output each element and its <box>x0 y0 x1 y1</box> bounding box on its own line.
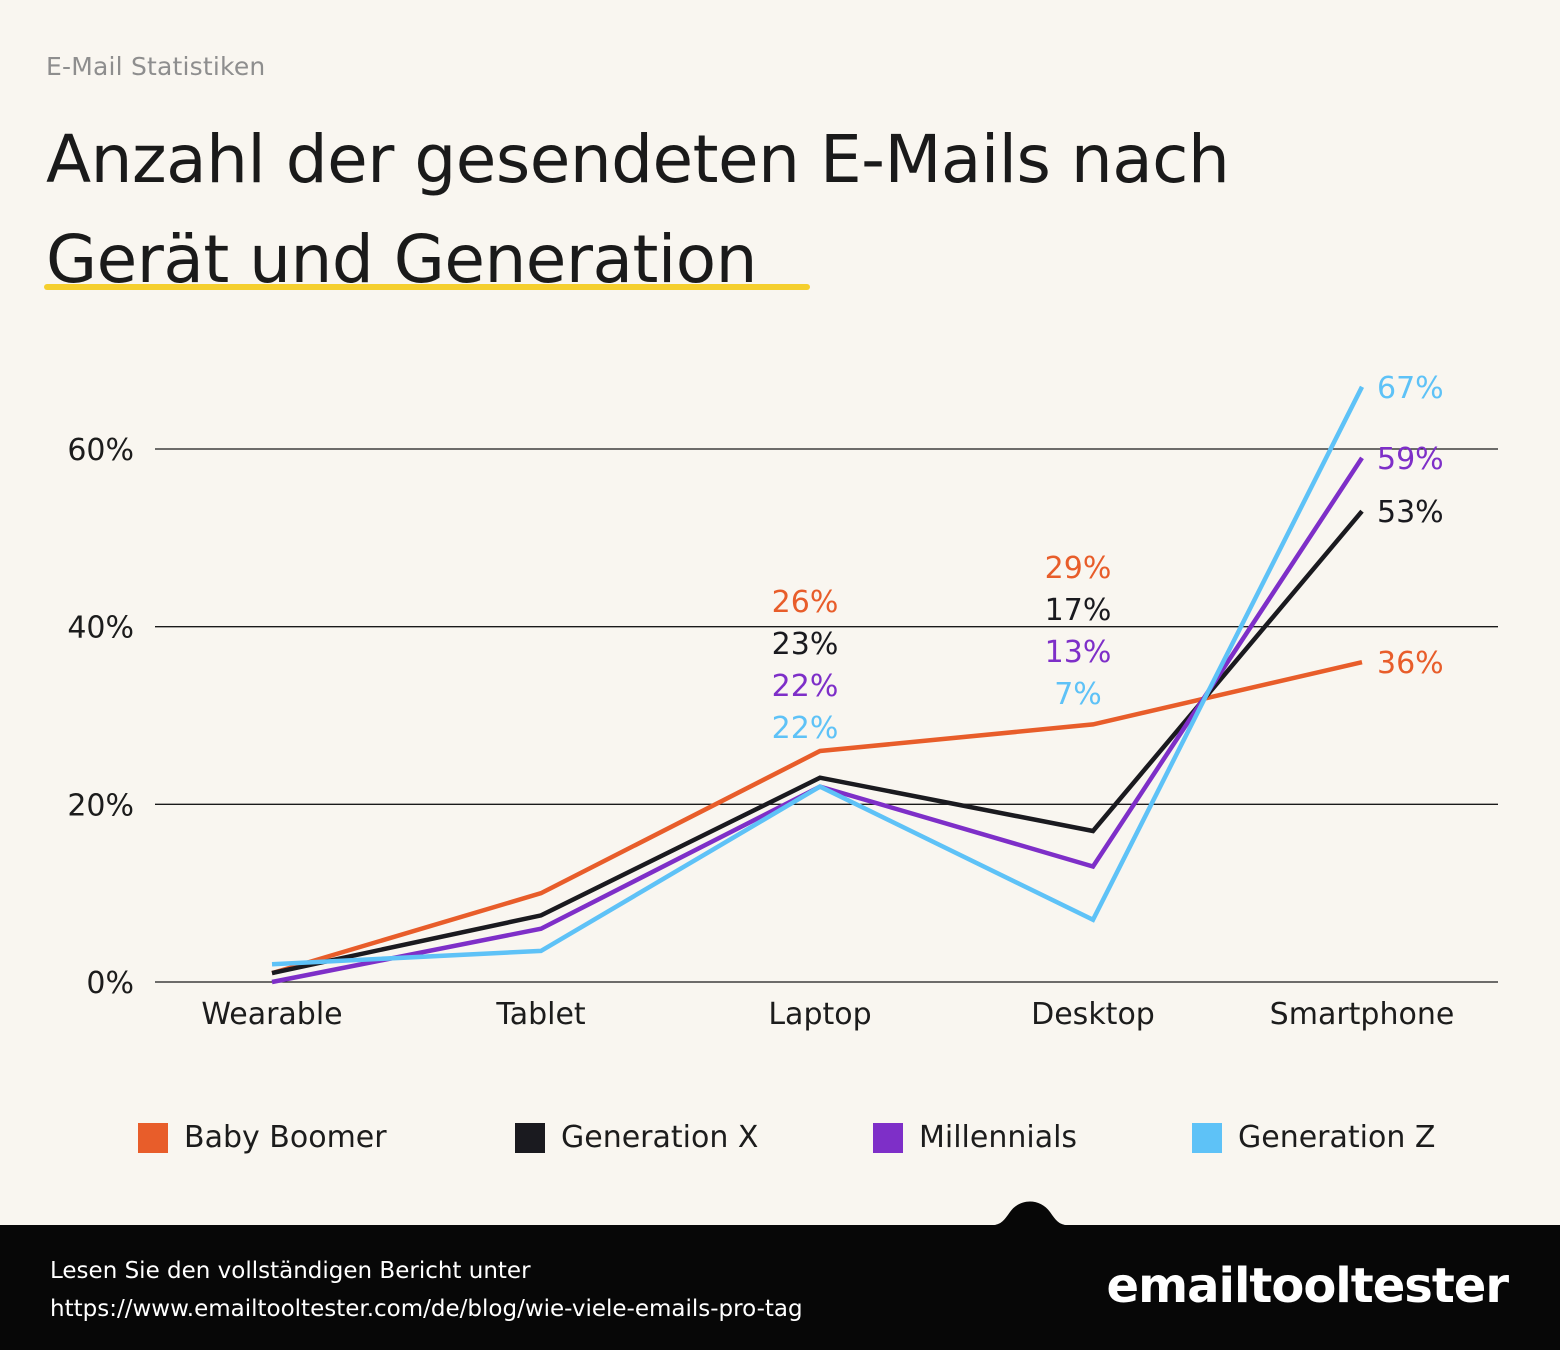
legend-swatch-generation-z <box>1192 1122 1222 1153</box>
y-tick-label: 20% <box>67 788 134 823</box>
legend-item-generation-z: Generation Z <box>1192 1120 1435 1155</box>
x-tick-labels: Wearable Tablet Laptop Desktop Smartphone <box>201 997 1454 1032</box>
data-label-smartphone-millennials: 59% <box>1377 442 1444 477</box>
footer-notch <box>970 1201 1090 1230</box>
data-label-laptop-millennials: 22% <box>772 669 839 704</box>
legend-swatch-baby-boomer <box>138 1122 168 1153</box>
data-label-smartphone-generation-z: 67% <box>1377 371 1444 406</box>
legend-label-generation-x: Generation X <box>561 1120 759 1155</box>
eyebrow-label: E-Mail Statistiken <box>46 52 266 81</box>
x-tick-label-laptop: Laptop <box>768 997 871 1032</box>
data-label-desktop-generation-x: 17% <box>1045 593 1112 628</box>
data-labels: 26% 23% 22% 22% 29% 17% 13% 7% 36% 53% 59% 67% <box>772 371 1444 746</box>
chart-title-line1: Anzahl der gesendeten E-Mails nach <box>46 121 1230 198</box>
series-line-generation-z <box>271 385 1365 967</box>
data-label-laptop-generation-x: 23% <box>772 627 839 662</box>
series-line-baby-boomer <box>271 660 1363 976</box>
y-tick-labels: 0% 20% 40% 60% <box>67 433 134 1001</box>
legend-swatch-millennials <box>873 1122 903 1153</box>
x-tick-label-tablet: Tablet <box>495 997 586 1032</box>
legend-swatch-generation-x <box>515 1122 545 1153</box>
legend-label-generation-z: Generation Z <box>1238 1120 1436 1155</box>
line-chart: 0% 20% 40% 60% Wearable Tablet Laptop Desktop S… <box>67 371 1498 1032</box>
legend-label-millennials: Millennials <box>919 1120 1078 1155</box>
legend-label-baby-boomer: Baby Boomer <box>184 1120 387 1155</box>
x-tick-label-desktop: Desktop <box>1031 997 1155 1032</box>
data-label-laptop-generation-z: 22% <box>772 711 839 746</box>
data-label-laptop-baby-boomer: 26% <box>772 585 839 620</box>
x-tick-label-smartphone: Smartphone <box>1270 997 1455 1032</box>
data-label-desktop-generation-z: 7% <box>1054 677 1102 712</box>
y-tick-label: 0% <box>86 966 134 1001</box>
data-label-smartphone-baby-boomer: 36% <box>1377 646 1444 681</box>
grid-lines <box>155 448 1498 983</box>
footer-url-link[interactable]: https://www.emailtooltester.com/de/blog/… <box>50 1296 803 1322</box>
footer-bar <box>0 1225 1560 1350</box>
footer-line1: Lesen Sie den vollständigen Bericht unte… <box>50 1258 531 1284</box>
legend-item-generation-x: Generation X <box>515 1120 758 1155</box>
y-tick-label: 40% <box>67 611 134 646</box>
legend-item-millennials: Millennials <box>873 1120 1077 1155</box>
data-label-desktop-millennials: 13% <box>1045 635 1112 670</box>
x-tick-label-wearable: Wearable <box>201 997 342 1032</box>
series-lines <box>271 385 1365 985</box>
data-label-desktop-baby-boomer: 29% <box>1045 551 1112 586</box>
legend-item-baby-boomer: Baby Boomer <box>138 1120 387 1155</box>
brand-logo: emailtooltester <box>1106 1258 1509 1314</box>
title-underline <box>44 284 810 290</box>
data-label-smartphone-generation-x: 53% <box>1377 495 1444 530</box>
y-tick-label: 60% <box>67 433 134 468</box>
footer-text: Lesen Sie den vollständigen Bericht unte… <box>50 1252 803 1328</box>
legend: Baby Boomer Generation X Millennials Gen… <box>0 1120 1560 1170</box>
series-line-generation-x <box>271 509 1364 976</box>
